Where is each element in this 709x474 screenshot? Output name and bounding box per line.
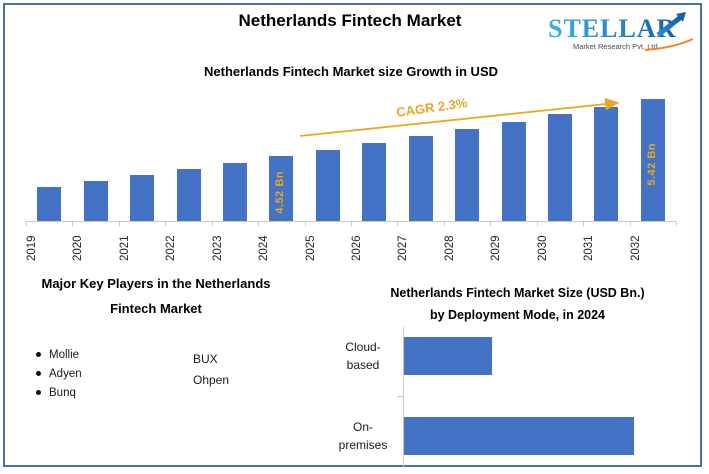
x-axis-label-2031: 2031 [583,235,596,261]
x-axis-tick [258,222,260,226]
x-axis-tick [351,222,352,226]
growth-chart-x-axis: 2019 2020 2021 2022 2023 2024 2025 2026 2027 2028… [26,226,676,270]
key-player-name: BUX [193,351,218,366]
growth-bar-2030 [547,114,572,221]
x-axis-tick [72,222,74,226]
logo-arrow-icon [656,15,683,37]
deployment-bar-1 [404,417,634,455]
x-axis-label-2021: 2021 [118,235,131,261]
x-axis-tick [676,222,677,226]
x-axis-label-2029: 2029 [490,235,503,261]
x-axis-tick [629,222,631,226]
x-axis-tick [118,222,120,226]
x-axis-label-2020: 2020 [72,235,85,261]
growth-chart-plot-area: 4.52 Bn 5.42 Bn [26,94,677,226]
deployment-chart-axis-tick [397,396,403,397]
bullet-icon [36,371,41,376]
page-title: Netherlands Fintech Market [238,11,462,30]
key-players-list-bulleted: Mollie Adyen Bunq [36,345,82,402]
deployment-chart-title-line2: by Deployment Mode, in 2024 [429,308,606,322]
logo-tagline: Market Research Pvt. Ltd. [573,42,660,51]
key-player-item-adyen: Adyen [36,364,82,383]
x-axis-label-2030: 2030 [536,235,549,261]
x-axis-tick [536,222,538,226]
growth-bar-2026 [362,143,387,221]
key-player-item-mollie: Mollie [36,345,82,364]
key-player-name: Ohpen [193,372,230,387]
x-axis-tick [490,222,492,226]
deployment-bar-0 [404,337,492,375]
x-axis-label-2023: 2023 [211,235,224,261]
x-axis-label-2025: 2025 [304,235,317,261]
x-axis-tick [211,222,213,226]
stellar-logo-graphic: STELLAR Market Research Pvt. Ltd. [548,12,694,51]
key-players-list-plain: BUX Ohpen [193,348,229,390]
outer-border-frame [3,3,702,467]
x-axis-label-2022: 2022 [165,235,178,261]
key-player-name: Adyen [49,367,82,380]
deployment-chart-title: Netherlands Fintech Market Size (USD Bn.… [345,282,690,326]
cagr-arrow-line [299,97,620,137]
growth-chart-title: Netherlands Fintech Market size Growth i… [204,64,498,79]
growth-bar-2028 [455,129,480,221]
growth-bar-2023 [222,163,247,221]
key-players-heading: Major Key Players in the Netherlands Fin… [10,271,302,321]
x-axis-tick [443,222,445,226]
deployment-chart-plot-area: Cloud- based On- premises [330,327,700,467]
deployment-chart-y-axis-line [403,327,404,467]
x-axis-tick [397,222,399,226]
x-axis-tick [583,222,585,226]
key-player-item-bux: BUX [193,348,229,369]
growth-bar-2032 [640,99,665,221]
x-axis-label-2032: 2032 [629,235,642,261]
x-axis-label-2026: 2026 [351,235,363,261]
growth-bar-2031 [594,107,619,221]
x-axis-tick [26,222,27,226]
growth-bar-2024 [269,156,294,221]
x-axis-label-2027: 2027 [397,235,410,261]
deployment-chart-title-line1: Netherlands Fintech Market Size (USD Bn.… [390,286,645,300]
key-players-heading-line2: Fintech Market [110,301,202,316]
deployment-category-label-1: On- premises [338,420,388,452]
bullet-icon [36,352,41,357]
growth-bar-2025 [315,150,340,221]
growth-bar-2027 [408,136,433,221]
x-axis-label-2028: 2028 [443,235,456,261]
growth-bar-2022 [176,169,201,221]
key-player-name: Bunq [49,386,76,399]
stellar-logo: STELLAR Market Research Pvt. Ltd. [545,6,695,53]
logo-arrowhead-icon [676,12,686,22]
growth-bar-2019 [37,187,62,221]
growth-bar-2029 [501,122,526,221]
x-axis-tick [304,222,306,226]
x-axis-label-2024: 2024 [258,235,271,261]
logo-swoosh-icon [644,38,694,51]
key-players-heading-line1: Major Key Players in the Netherlands [41,276,271,291]
deployment-category-label-0: Cloud- based [345,340,381,372]
x-axis-tick [165,222,167,226]
key-player-name: Mollie [49,348,80,361]
logo-brand-text: STELLAR [548,14,676,43]
x-axis-label-2019: 2019 [26,235,38,261]
cagr-trend-arrow [299,97,620,137]
key-player-item-bunq: Bunq [36,383,82,402]
key-player-item-ohpen: Ohpen [193,369,229,390]
bullet-icon [36,390,41,395]
growth-bar-2020 [83,181,108,221]
growth-bar-2021 [130,175,155,221]
